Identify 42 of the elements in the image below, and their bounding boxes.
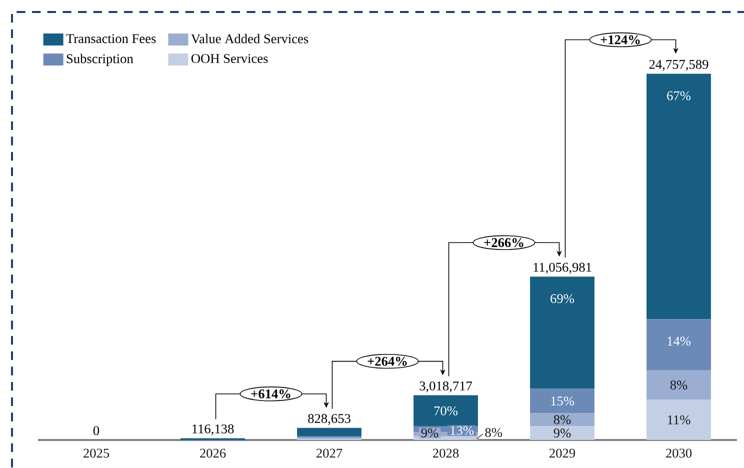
legend-label: Value Added Services [191,34,308,44]
annotation: +614% [251,389,290,398]
x-tick-label: 2025 [84,448,110,458]
annotation: 11,056,981 [534,262,592,274]
annotation: +266% [484,238,524,248]
annotation: 15% [551,396,574,406]
bar [530,426,594,440]
x-tick-label: 2030 [666,448,692,458]
annotation: 0 [93,426,100,436]
legend-label: Transaction Fees [66,34,156,44]
annotation: 11% [668,415,690,424]
text: +124% [600,35,640,44]
bar [646,370,711,400]
x-tick-label: 2026 [200,448,226,458]
annotation: 3,018,717 [420,381,472,392]
legend-label: OOH Services [191,54,268,64]
bar [414,395,478,426]
annotation: 8% [670,380,688,390]
x-tick-label: 2027 [316,448,342,458]
bar [530,413,594,426]
legend-label: Subscription [66,54,134,66]
annotation: 24,757,589 [649,60,708,71]
bar [530,388,594,414]
bar [530,276,594,389]
annotation: 828,653 [308,414,350,425]
annotation: 13% [450,426,474,435]
annotation: 70% [434,406,458,416]
bar [646,400,711,440]
annotation: 9% [421,428,438,438]
annotation: 116,138 [192,424,234,436]
bar [646,74,711,320]
annotation: +264% [368,356,407,366]
bar [646,319,711,370]
bar [297,428,362,436]
annotation: 9% [554,428,571,438]
annotation: 67% [667,91,691,100]
annotation: 8% [554,415,571,424]
annotation: 69% [550,294,574,304]
x-tick-label: 2028 [433,448,459,458]
x-tick-label: 2029 [550,448,576,458]
annotation: 8% [485,428,502,437]
annotation: 14% [668,336,691,346]
